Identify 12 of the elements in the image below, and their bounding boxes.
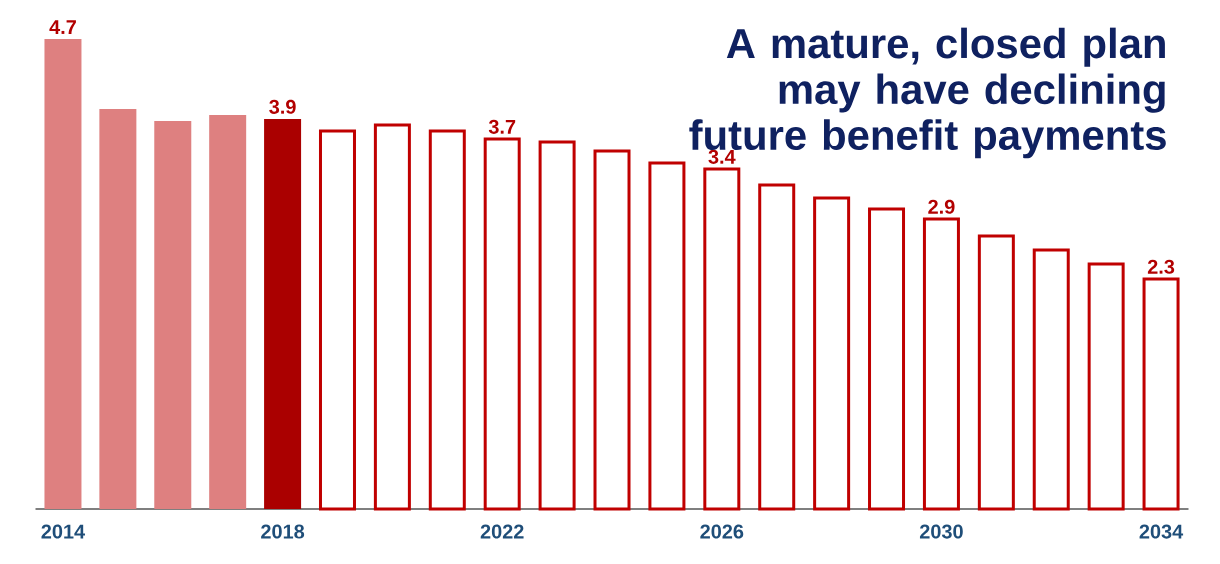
data-label: 2.9 bbox=[928, 199, 955, 214]
x-tick-label: 2030 bbox=[919, 524, 963, 539]
x-tick-label: 2018 bbox=[261, 524, 305, 539]
data-label: 2.3 bbox=[1147, 259, 1175, 274]
x-tick-label: 2022 bbox=[480, 524, 524, 539]
data-label: 3.7 bbox=[488, 119, 516, 134]
data-label: 4.7 bbox=[49, 20, 76, 34]
x-tick-label: 2014 bbox=[41, 524, 85, 539]
x-tick-label: 2026 bbox=[700, 524, 744, 539]
data-label: 3.4 bbox=[708, 149, 736, 164]
data-label: 3.9 bbox=[269, 99, 296, 114]
x-tick-label: 2034 bbox=[1139, 524, 1184, 539]
